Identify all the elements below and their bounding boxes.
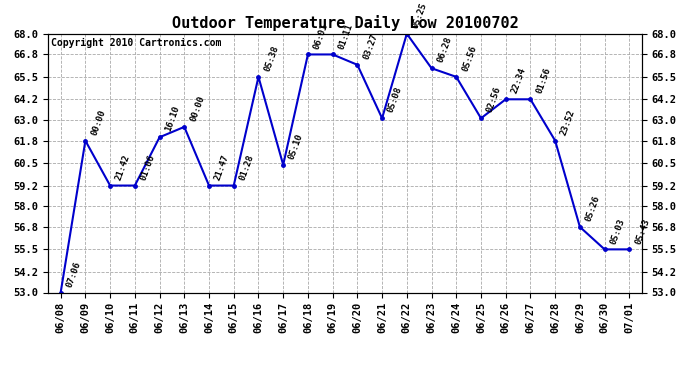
Text: 05:26: 05:26 [584, 195, 602, 223]
Text: 23:52: 23:52 [560, 108, 577, 136]
Text: 00:00: 00:00 [90, 108, 107, 136]
Text: 05:03: 05:03 [609, 217, 627, 245]
Text: 00:00: 00:00 [188, 94, 206, 123]
Text: 21:42: 21:42 [115, 153, 132, 182]
Text: 05:08: 05:08 [386, 86, 404, 114]
Text: 03:27: 03:27 [362, 32, 380, 61]
Text: 06:01: 06:01 [312, 22, 330, 50]
Text: 01:56: 01:56 [535, 67, 552, 95]
Text: 02:56: 02:56 [485, 86, 503, 114]
Text: 22:34: 22:34 [510, 67, 528, 95]
Text: 05:25: 05:25 [411, 1, 428, 30]
Text: 01:28: 01:28 [238, 153, 255, 182]
Text: 01:06: 01:06 [139, 153, 157, 182]
Text: 05:38: 05:38 [263, 44, 280, 73]
Text: 06:28: 06:28 [435, 36, 453, 64]
Text: 05:10: 05:10 [287, 132, 305, 160]
Text: 05:56: 05:56 [460, 44, 478, 73]
Text: 21:47: 21:47 [213, 153, 231, 182]
Title: Outdoor Temperature Daily Low 20100702: Outdoor Temperature Daily Low 20100702 [172, 15, 518, 31]
Text: 16:10: 16:10 [164, 105, 181, 133]
Text: Copyright 2010 Cartronics.com: Copyright 2010 Cartronics.com [51, 38, 221, 48]
Text: 07:06: 07:06 [65, 260, 83, 288]
Text: 01:11: 01:11 [337, 22, 355, 50]
Text: 05:43: 05:43 [633, 217, 651, 245]
